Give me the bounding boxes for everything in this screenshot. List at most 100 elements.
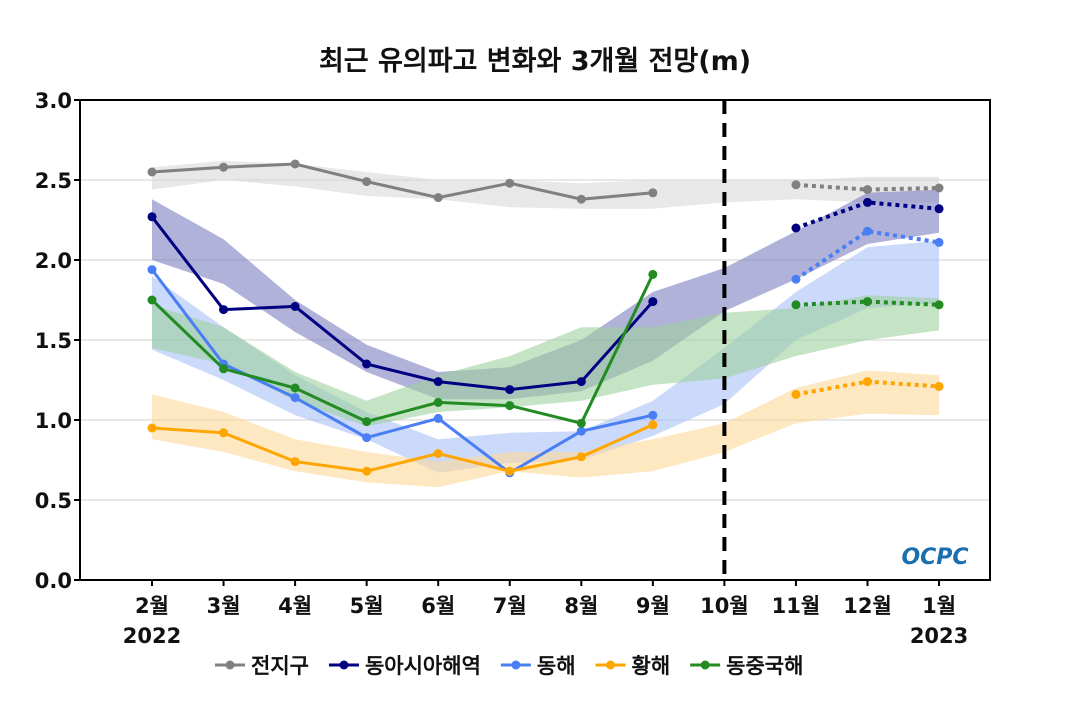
data-point [290,159,300,169]
data-point [791,389,801,399]
data-point [433,397,443,407]
data-point [219,162,229,172]
data-point [648,420,658,430]
legend-marker [511,660,521,670]
legend-marker [339,660,349,670]
data-point [433,193,443,203]
legend-item: 동해 [500,654,576,678]
legend-item: 동아시아해역 [328,654,481,678]
year-label: 2022 [123,624,181,648]
observed-line-전지구 [151,162,653,201]
data-point [362,433,372,443]
x-tick-label: 3월 [207,594,241,618]
x-tick-label: 8월 [564,594,598,618]
observed-line-동해 [150,268,654,475]
y-tick-label: 3.0 [35,89,72,113]
data-point [147,265,157,275]
observed-line-동중국해 [150,273,655,425]
legend-label: 전지구 [251,654,309,678]
x-tick-label: 5월 [350,594,384,618]
data-point [147,212,157,222]
legend-marker [700,660,710,670]
data-point [147,167,157,177]
data-point [576,452,586,462]
legend-label: 동아시아해역 [365,654,481,678]
data-point [934,183,944,193]
x-tick-label: 1월 [922,594,956,618]
data-point [219,364,229,374]
data-point [934,300,944,310]
data-point [934,204,944,214]
band-전지구 [152,160,940,209]
data-point [863,377,872,387]
data-point [290,301,300,311]
legend-item: 전지구 [215,654,309,678]
y-tick-label: 2.5 [35,169,72,193]
observed-line-황해 [151,423,654,473]
data-point [791,300,801,310]
data-point [362,466,372,476]
y-tick-label: 0.0 [35,569,72,593]
data-point [505,178,515,188]
data-point [576,377,586,387]
x-tick-label: 6월 [421,594,455,618]
data-point [505,385,515,395]
data-point [791,180,801,190]
data-point [433,377,443,387]
ocpc-logo: OCPC [901,545,968,570]
band-동아시아해역 [152,189,940,400]
y-tick-label: 1.5 [35,329,72,353]
data-point [648,269,658,279]
data-point [576,426,586,436]
data-point [505,466,515,476]
data-point [505,401,515,411]
legend-item: 황해 [595,654,671,678]
data-point [290,393,300,403]
band-황해 [152,370,940,488]
data-point [362,177,372,187]
year-label: 2023 [910,624,968,648]
data-point [863,185,872,195]
x-tick-label: 2월 [135,594,169,618]
data-point [863,197,872,207]
data-point [433,413,443,423]
data-point [362,359,372,369]
data-point [290,457,300,467]
data-point [791,223,801,233]
data-point [648,410,658,420]
legend-marker [225,660,235,670]
data-point [648,188,658,198]
legend-label: 황해 [632,654,671,678]
y-tick-label: 2.0 [35,249,72,273]
chart-title: 최근 유의파고 변화와 3개월 전망(m) [319,46,751,77]
x-tick-label: 10월 [700,594,749,618]
legend-label: 동해 [537,654,576,678]
data-point [863,226,872,236]
legend-label: 동중국해 [726,654,803,678]
data-point [863,297,872,307]
x-tick-label: 11월 [772,594,821,618]
data-point [648,297,658,307]
data-point [219,305,229,315]
data-point [576,194,586,204]
data-point [934,381,944,391]
legend-marker [606,660,616,670]
x-tick-label: 7월 [493,594,527,618]
data-point [290,383,300,393]
x-tick-label: 12월 [843,594,892,618]
legend-item: 동중국해 [690,654,803,678]
x-tick-label: 9월 [636,594,670,618]
data-point [576,418,586,428]
data-point [433,449,443,459]
data-point [147,423,157,433]
data-point [791,274,801,284]
data-point [934,237,944,247]
data-point [362,417,372,427]
y-tick-label: 1.0 [35,409,72,433]
y-tick-label: 0.5 [35,489,72,513]
x-tick-label: 4월 [278,594,312,618]
observed-line-동아시아해역 [150,215,654,392]
band-동중국해 [152,295,940,427]
data-point [219,428,229,438]
